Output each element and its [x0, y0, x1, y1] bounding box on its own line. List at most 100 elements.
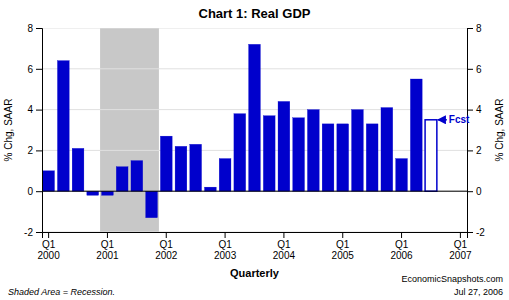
x-tick: Q12006 [390, 232, 413, 261]
y-tick: 4 [27, 104, 42, 115]
x-tick: Q12005 [332, 232, 355, 261]
y-tick-label: 4 [27, 104, 33, 115]
x-tick-label: Q12002 [155, 239, 178, 261]
x-tick-mark [107, 232, 108, 238]
y-axis-line [36, 29, 43, 233]
y-tick-mark [36, 28, 42, 29]
title: Chart 1: Real GDP [199, 6, 311, 21]
x-axis-line [43, 233, 468, 239]
y2-tick-label: 6 [476, 64, 482, 75]
footnote: Jul 27, 2006 [454, 287, 503, 297]
bar [160, 136, 172, 191]
y2-tick-label: 8 [476, 23, 482, 34]
footnote: EconomicSnapshots.com [401, 274, 503, 284]
y-tick-label: 0 [27, 186, 33, 197]
bar [366, 124, 378, 191]
bar [263, 116, 275, 191]
bar [337, 124, 349, 191]
grid-line [42, 28, 467, 29]
bar [131, 161, 143, 192]
bar [410, 79, 422, 191]
y-tick-mark [36, 150, 42, 151]
bar [396, 159, 408, 192]
bar [219, 159, 231, 192]
x-tick: Q12001 [96, 232, 119, 261]
y2-tick-mark [467, 150, 473, 151]
x-tick-label: Q12006 [390, 239, 413, 261]
x-tick-label: Q12007 [449, 239, 472, 261]
shaded-range [100, 28, 159, 232]
y2-axis-line [468, 29, 474, 233]
x-tick: Q12000 [37, 232, 60, 261]
y-tick: 0 [27, 186, 42, 197]
x-tick-mark [460, 232, 461, 238]
y-tick: -2 [24, 227, 42, 238]
marks [42, 28, 467, 232]
y2-tick-label: 4 [476, 104, 482, 115]
y2-tick-mark [467, 69, 473, 70]
y-axis-title: % Chg, SAAR [3, 99, 14, 162]
x-tick-mark [283, 232, 284, 238]
y2-tick: -2 [467, 227, 485, 238]
bar [146, 191, 158, 218]
x-tick: Q12002 [155, 232, 178, 261]
bar [307, 110, 319, 192]
y-tick-mark [36, 232, 42, 233]
footnote: Shaded Area = Recession. [8, 287, 115, 297]
annotation: Fcst [449, 114, 470, 125]
grid-line [42, 191, 467, 192]
chart: Q12000 Q12001 Q12002 Q12003 Q12004 Q12005 Q120… [0, 0, 509, 300]
y2-tick: 2 [467, 145, 482, 156]
plot: Q12000 Q12001 Q12002 Q12003 Q12004 Q12005 Q120… [24, 23, 485, 261]
y-tick: 6 [27, 64, 42, 75]
y-tick-label: 8 [27, 23, 33, 34]
y2-tick-label: 2 [476, 145, 482, 156]
bar [322, 124, 334, 191]
grid [42, 28, 467, 232]
bar [57, 61, 69, 192]
bars [43, 44, 437, 217]
bar [352, 110, 364, 192]
bar [43, 171, 55, 191]
bar [293, 118, 305, 191]
y2-tick: 0 [467, 186, 482, 197]
x-tick-label: Q12004 [273, 239, 296, 261]
y2-tick-mark [467, 232, 473, 233]
bar [190, 144, 202, 191]
x-tick: Q12007 [449, 232, 472, 261]
zero-line [42, 191, 467, 192]
y2-tick-label: 0 [476, 186, 482, 197]
bar [249, 44, 261, 191]
y-tick-mark [36, 191, 42, 192]
x-tick-mark [166, 232, 167, 238]
y-tick-mark [36, 110, 42, 111]
x-tick-mark [401, 232, 402, 238]
x-tick-label: Q12001 [96, 239, 119, 261]
annotation-arrow [438, 119, 447, 121]
bar [72, 148, 84, 191]
y2-axis: -2 0 2 4 6 8 [467, 23, 485, 238]
x-axis: Q12000 Q12001 Q12002 Q12003 Q12004 Q12005 Q120… [37, 232, 471, 261]
y2-tick-mark [467, 28, 473, 29]
x-tick-label: Q12000 [37, 239, 60, 261]
x-tick-mark [225, 232, 226, 238]
x-axis-title: Quarterly [230, 267, 280, 279]
y-tick: 8 [27, 23, 42, 34]
bar [102, 191, 114, 195]
y2-tick-mark [467, 191, 473, 192]
bar [381, 108, 393, 192]
x-tick-label: Q12003 [214, 239, 237, 261]
bar [278, 101, 290, 191]
y2-tick-label: -2 [476, 227, 485, 238]
bar [425, 120, 437, 191]
bar [234, 114, 246, 192]
y2-tick-mark [467, 110, 473, 111]
y-tick-mark [36, 69, 42, 70]
y2-tick: 6 [467, 64, 482, 75]
x-tick-mark [342, 232, 343, 238]
x-tick: Q12003 [214, 232, 237, 261]
y2-axis-title: % Chg, SAAR [494, 99, 505, 162]
bar [116, 167, 128, 191]
y2-tick: 8 [467, 23, 482, 34]
y-tick-label: -2 [24, 227, 33, 238]
